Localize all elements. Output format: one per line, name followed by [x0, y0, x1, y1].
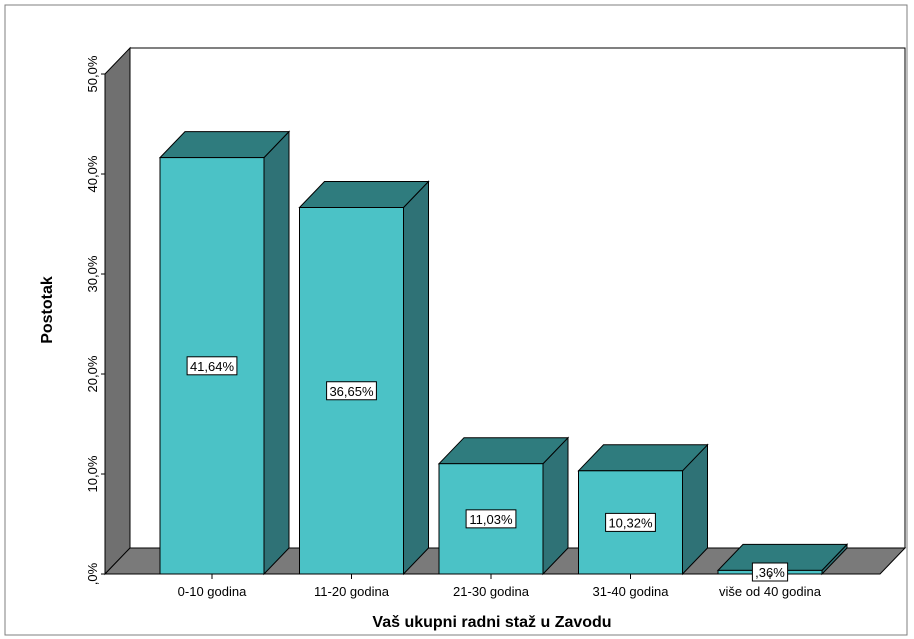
data-label-box	[465, 509, 517, 529]
y-tick-label: 30,0%	[85, 255, 100, 292]
bar: 10,32%	[577, 443, 709, 576]
x-axis: 0-10 godina 11-20 godina 21-30 godina 31-40…	[178, 574, 822, 599]
data-label: 10,32%	[608, 515, 653, 530]
x-tick-label: više od 40 godina	[719, 584, 822, 599]
data-label: 36,65%	[329, 384, 374, 399]
data-label-box	[186, 356, 238, 376]
y-tick-label: 10,0%	[85, 455, 100, 492]
data-label: 11,03%	[469, 512, 513, 527]
y-axis-title: Postotak	[39, 276, 56, 344]
x-axis-title: Vaš ukupni radni staž u Zavodu	[372, 614, 611, 631]
x-tick-label: 31-40 godina	[593, 584, 670, 599]
data-label-box	[326, 381, 377, 401]
y-tick-label: 20,0%	[85, 355, 100, 392]
bar-side	[403, 180, 429, 576]
y-tick-label: 40,0%	[85, 155, 100, 192]
bar: 36,65%	[298, 180, 430, 576]
data-label: 41,64%	[190, 359, 235, 374]
data-label-box	[751, 562, 789, 582]
left-wall	[104, 46, 131, 576]
bars: 41,64% 36,65% 11,03% 10,32% ,36%	[158, 130, 849, 582]
bar: 41,64%	[158, 130, 291, 576]
bar: ,36%	[716, 543, 849, 582]
y-tick-label: 50,0%	[85, 55, 100, 92]
y-axis: ,0% 10,0% 20,0% 30,0% 40,0% 50,0%	[85, 55, 105, 585]
x-tick-label: 21-30 godina	[453, 584, 530, 599]
bar-side	[263, 130, 290, 576]
y-tick-label: ,0%	[85, 562, 100, 585]
data-label: ,36%	[755, 565, 785, 580]
x-tick-label: 0-10 godina	[178, 584, 247, 599]
data-label-box	[605, 512, 656, 532]
bar: 11,03%	[437, 436, 570, 576]
x-tick-label: 11-20 godina	[314, 584, 390, 599]
